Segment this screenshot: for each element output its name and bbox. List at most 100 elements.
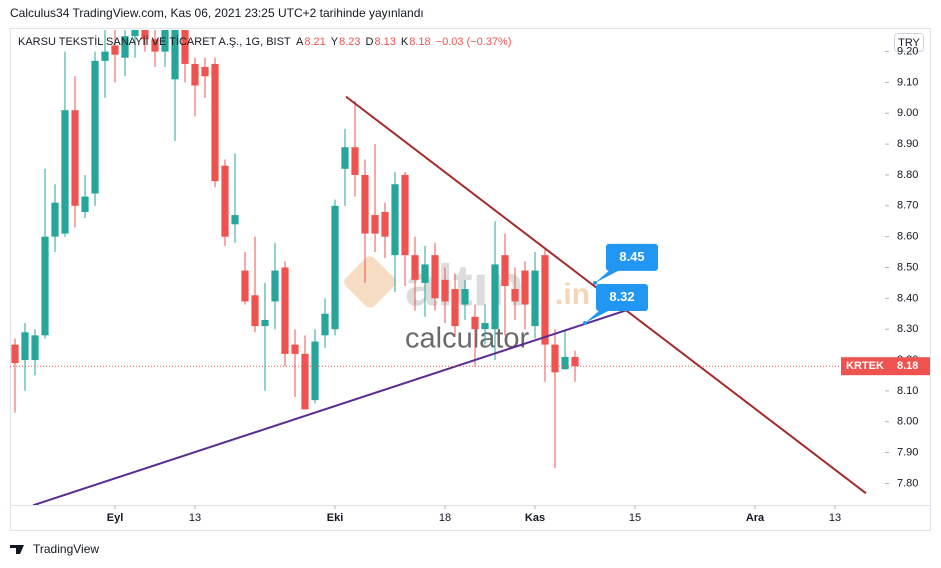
callout-box bbox=[596, 284, 648, 312]
ohlc-value: 8.13 bbox=[374, 36, 395, 48]
y-tick-label: 8.60 bbox=[897, 231, 918, 243]
footer-brand: TradingView bbox=[33, 542, 99, 556]
candle-body bbox=[111, 45, 119, 55]
candle-body bbox=[161, 30, 169, 52]
candle-body bbox=[401, 174, 409, 256]
candle-body bbox=[181, 30, 189, 64]
candle-body bbox=[21, 332, 29, 361]
y-tick-label: 8.70 bbox=[897, 200, 918, 212]
callout-label: 8.32 bbox=[609, 289, 634, 304]
candle-body bbox=[531, 270, 539, 327]
y-tick-label: 7.80 bbox=[897, 477, 918, 489]
ohlc-value: 8.23 bbox=[339, 36, 360, 48]
y-tick-label: 9.10 bbox=[897, 76, 918, 88]
candle-body bbox=[91, 60, 99, 194]
y-tick-label: 8.00 bbox=[897, 416, 918, 428]
candle-body bbox=[481, 323, 489, 330]
candle-body bbox=[391, 184, 399, 256]
candle-body bbox=[421, 264, 429, 283]
frame bbox=[10, 28, 931, 531]
plot-area: altın .in calculator bbox=[10, 30, 885, 505]
ohlc-label: D bbox=[366, 36, 374, 48]
candle-body bbox=[281, 267, 289, 354]
candle-body bbox=[321, 313, 329, 336]
ohlc-label: K bbox=[401, 36, 409, 48]
candle-body bbox=[541, 255, 549, 345]
candle-body bbox=[351, 147, 359, 175]
last-price-symbol: KRTEK bbox=[846, 360, 884, 372]
y-tick-label: 8.50 bbox=[897, 261, 918, 273]
candle-body bbox=[571, 356, 579, 367]
candle-body bbox=[231, 215, 239, 225]
candle-body bbox=[311, 341, 319, 401]
x-tick-label: 15 bbox=[629, 512, 641, 524]
candle-body bbox=[261, 319, 269, 327]
y-tick-label: 9.20 bbox=[897, 45, 918, 57]
candle-body bbox=[471, 316, 479, 330]
x-tick-label: Eyl bbox=[107, 512, 124, 524]
y-tick-label: 8.30 bbox=[897, 323, 918, 335]
price-change: −0.03 (−0.37%) bbox=[436, 36, 512, 48]
ohlc-value: 8.21 bbox=[304, 36, 325, 48]
ohlc-label: Y bbox=[331, 36, 339, 48]
x-tick-label: 13 bbox=[189, 512, 201, 524]
candle-body bbox=[121, 36, 129, 58]
ohlc-legend: A 8.21 Y 8.23 D 8.13 K 8.18 −0.03 (−0.37%) bbox=[296, 36, 512, 48]
candle-body bbox=[341, 147, 349, 169]
candle-body bbox=[381, 211, 389, 237]
candle-body bbox=[371, 215, 379, 234]
y-tick-label: 7.90 bbox=[897, 446, 918, 458]
candle-body bbox=[551, 344, 559, 373]
published-note: Calculus34 TradingView.com, Kas 06, 2021… bbox=[10, 6, 424, 20]
candle-body bbox=[501, 255, 509, 287]
candle-body bbox=[521, 270, 529, 305]
candle-body bbox=[11, 344, 19, 364]
trend-line bbox=[32, 309, 628, 505]
candle-body bbox=[141, 30, 149, 40]
currency: TRY bbox=[898, 37, 920, 49]
candle-body bbox=[221, 165, 229, 237]
candle-body bbox=[191, 63, 199, 86]
watermark-suffix: .in bbox=[555, 278, 590, 311]
candle-body bbox=[331, 205, 339, 330]
candle-body bbox=[81, 196, 89, 212]
watermark-logo bbox=[344, 256, 396, 308]
y-tick-label: 8.90 bbox=[897, 138, 918, 150]
candle-body bbox=[271, 270, 279, 302]
y-tick-label: 8.10 bbox=[897, 385, 918, 397]
candle-body bbox=[451, 289, 459, 327]
candle-body bbox=[361, 174, 369, 234]
callout-pointer bbox=[595, 269, 620, 283]
footer-logo: TradingView bbox=[10, 542, 99, 556]
x-tick-label: 13 bbox=[829, 512, 841, 524]
candle-body bbox=[561, 356, 569, 370]
candle-body bbox=[411, 255, 419, 280]
tradingview-icon bbox=[10, 545, 24, 554]
candle-body bbox=[491, 264, 499, 330]
candle-body bbox=[211, 63, 219, 182]
callout-box bbox=[606, 243, 658, 271]
candle-body bbox=[251, 295, 259, 327]
candle-body bbox=[441, 279, 449, 302]
callout-label: 8.45 bbox=[619, 249, 644, 264]
candle-body bbox=[71, 110, 79, 206]
currency-box bbox=[894, 33, 924, 52]
candle-body bbox=[151, 39, 159, 52]
x-tick-label: 18 bbox=[439, 512, 451, 524]
y-tick-label: 8.80 bbox=[897, 169, 918, 181]
callout-pointer bbox=[585, 310, 610, 324]
candle-body bbox=[31, 335, 39, 361]
symbol-title: KARSU TEKSTİL SANAYİİ VE TİCARET A.Ş., 1… bbox=[18, 35, 291, 48]
x-tick-label: Ara bbox=[746, 512, 765, 524]
x-tick-label: Kas bbox=[525, 512, 545, 524]
candle-body bbox=[301, 353, 309, 410]
candle-body bbox=[201, 67, 209, 77]
last-price-value: 8.18 bbox=[897, 360, 918, 372]
ohlc-label: A bbox=[296, 36, 304, 48]
candle-body bbox=[41, 236, 49, 336]
candle-body bbox=[241, 270, 249, 302]
y-tick-label: 9.00 bbox=[897, 107, 918, 119]
candle-body bbox=[171, 30, 179, 80]
